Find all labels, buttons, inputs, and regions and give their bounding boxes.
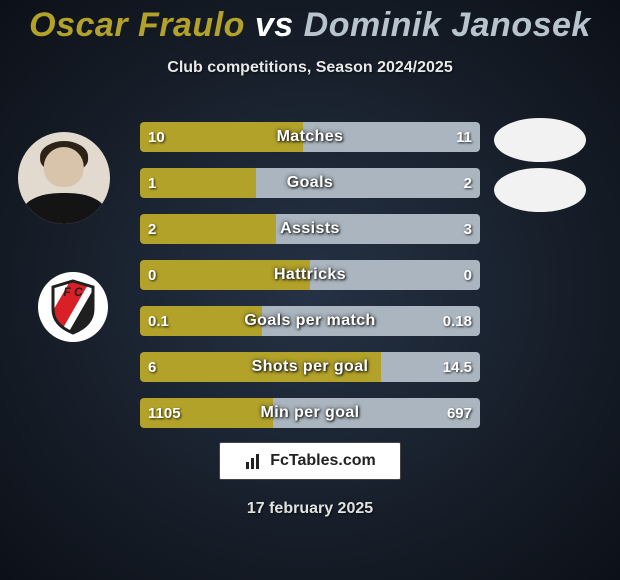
stat-row: 12Goals	[140, 168, 480, 198]
fctables-badge: FcTables.com	[219, 442, 401, 480]
stat-row: 1105697Min per goal	[140, 398, 480, 428]
stat-label: Matches	[140, 122, 480, 152]
stat-label: Shots per goal	[140, 352, 480, 382]
stat-row: 00Hattricks	[140, 260, 480, 290]
stat-label: Goals per match	[140, 306, 480, 336]
player2-avatar-2	[494, 168, 586, 212]
stat-label: Assists	[140, 214, 480, 244]
stat-row: 23Assists	[140, 214, 480, 244]
page-title: Oscar Fraulo vs Dominik Janosek	[0, 0, 620, 45]
stat-label: Hattricks	[140, 260, 480, 290]
subtitle: Club competitions, Season 2024/2025	[0, 59, 620, 77]
title-vs: vs	[255, 6, 294, 44]
footer-label: FcTables.com	[270, 452, 376, 470]
bars-icon	[244, 451, 264, 471]
stat-row: 0.10.18Goals per match	[140, 306, 480, 336]
stat-row: 614.5Shots per goal	[140, 352, 480, 382]
date: 17 february 2025	[0, 500, 620, 518]
stat-label: Min per goal	[140, 398, 480, 428]
stat-label: Goals	[140, 168, 480, 198]
club-badge-letters: F C	[63, 285, 83, 299]
player1-avatar	[18, 132, 110, 224]
player1-club-badge: F C	[38, 272, 108, 342]
shield-icon: F C	[49, 279, 97, 335]
player2-avatar-1	[494, 118, 586, 162]
stats-container: 1011Matches 12Goals 23Assists 00Hattricks 0.…	[140, 122, 480, 444]
title-player2: Dominik Janosek	[304, 6, 591, 44]
stat-row: 1011Matches	[140, 122, 480, 152]
title-player1: Oscar Fraulo	[29, 6, 245, 44]
